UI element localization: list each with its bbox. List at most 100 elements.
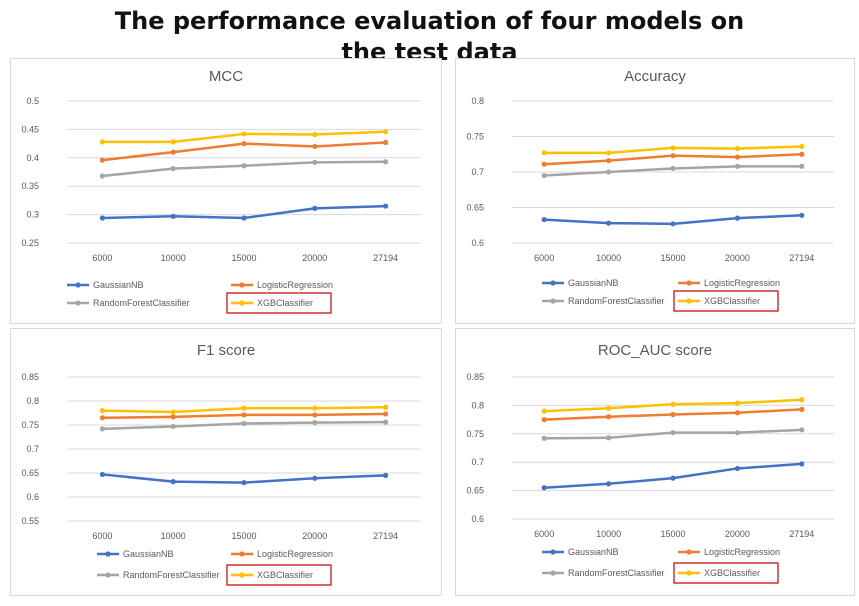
legend-marker: [239, 282, 245, 288]
legend-highlight-box: [673, 290, 779, 312]
page-title: The performance evaluation of four model…: [0, 6, 859, 68]
data-point: [241, 215, 247, 221]
chart-svg: Accuracy 0.6 0.65 0.7 0.75 0.8 6000 10000 15000 2…: [466, 68, 834, 312]
x-tick-label: 10000: [596, 253, 621, 263]
data-point: [541, 417, 547, 423]
data-point: [170, 479, 176, 485]
data-point: [670, 430, 676, 436]
legend-label: RandomForestClassifier: [93, 298, 190, 308]
x-tick-label: 6000: [92, 531, 112, 541]
data-point: [799, 427, 805, 433]
legend-label: LogisticRegression: [257, 549, 333, 559]
data-point: [241, 412, 247, 418]
data-point: [383, 129, 389, 135]
legend-label: GaussianNB: [568, 547, 619, 557]
y-tick-label: 0.6: [471, 514, 484, 524]
data-point: [799, 151, 805, 157]
x-tick-label: 20000: [725, 529, 750, 539]
x-tick-label: 10000: [161, 531, 186, 541]
legend-label: LogisticRegression: [704, 278, 780, 288]
data-point: [541, 408, 547, 414]
x-tick-label: 27194: [789, 253, 814, 263]
legend-marker: [686, 280, 692, 286]
data-point: [312, 405, 318, 411]
y-tick-label: 0.8: [26, 396, 39, 406]
data-point: [241, 163, 247, 169]
data-point: [541, 485, 547, 491]
y-tick-label: 0.7: [471, 457, 484, 467]
data-point: [99, 215, 105, 221]
chart-panel-roc-auc: ROC_AUC score 0.6 0.65 0.7 0.75 0.8 0.85 6000 10…: [455, 328, 855, 596]
chart-panel-mcc: MCC 0.25 0.3 0.35 0.4 0.45 0.5 6000 10000 15000 20…: [10, 58, 442, 324]
x-tick-label: 6000: [92, 253, 112, 263]
data-point: [670, 475, 676, 481]
data-point: [799, 163, 805, 169]
y-tick-label: 0.8: [471, 400, 484, 410]
data-point: [312, 159, 318, 165]
data-point: [541, 435, 547, 441]
chart-svg: F1 score 0.55 0.6 0.65 0.7 0.75 0.8 0.85 6000 100…: [21, 342, 421, 586]
data-point: [312, 412, 318, 418]
legend-label: XGBClassifier: [704, 568, 760, 578]
data-point: [99, 426, 105, 432]
data-point: [383, 159, 389, 165]
data-point: [606, 435, 612, 441]
data-point: [312, 420, 318, 426]
y-tick-label: 0.7: [26, 444, 39, 454]
data-point: [312, 475, 318, 481]
data-point: [241, 141, 247, 147]
data-point: [734, 465, 740, 472]
data-point: [241, 480, 247, 486]
legend-marker: [239, 572, 245, 578]
data-point: [241, 131, 247, 137]
data-point: [99, 173, 105, 179]
y-tick-label: 0.65: [21, 468, 39, 478]
data-point: [734, 145, 740, 152]
data-point: [383, 404, 389, 410]
data-point: [799, 461, 805, 467]
y-tick-label: 0.65: [466, 203, 484, 213]
data-point: [670, 145, 676, 151]
chart-title: F1 score: [197, 342, 255, 359]
y-tick-label: 0.65: [466, 486, 484, 496]
data-point: [383, 419, 389, 425]
legend-label: RandomForestClassifier: [568, 296, 665, 306]
chart-panel-f1: F1 score 0.55 0.6 0.65 0.7 0.75 0.8 0.85 6000 100…: [10, 328, 442, 596]
data-point: [170, 423, 176, 430]
data-point: [541, 172, 547, 179]
data-point: [170, 213, 176, 219]
data-point: [241, 420, 247, 427]
y-tick-label: 0.3: [26, 210, 39, 220]
data-point: [734, 400, 740, 406]
legend-marker: [550, 549, 556, 555]
page-title-line1: The performance evaluation of four model…: [114, 7, 745, 35]
legend-label: RandomForestClassifier: [123, 570, 220, 580]
legend-marker: [686, 298, 692, 304]
x-tick-label: 20000: [725, 253, 750, 263]
legend-marker: [239, 551, 245, 557]
data-point: [606, 169, 612, 175]
legend-marker: [686, 549, 692, 555]
x-tick-label: 20000: [302, 253, 327, 263]
data-point: [670, 411, 676, 418]
x-tick-label: 15000: [660, 253, 685, 263]
y-tick-label: 0.75: [466, 132, 484, 142]
y-tick-label: 0.4: [26, 153, 39, 163]
data-point: [799, 406, 805, 412]
data-point: [606, 414, 612, 420]
y-tick-label: 0.75: [466, 429, 484, 439]
legend-marker: [550, 280, 556, 286]
y-tick-label: 0.8: [471, 96, 484, 106]
data-point: [170, 409, 176, 415]
legend-label: XGBClassifier: [257, 570, 313, 580]
data-point: [241, 405, 247, 411]
data-point: [734, 163, 740, 169]
legend-label: GaussianNB: [568, 278, 619, 288]
x-tick-label: 6000: [534, 529, 554, 539]
data-point: [99, 408, 105, 414]
y-tick-label: 0.85: [21, 372, 39, 382]
legend-marker: [550, 570, 556, 576]
x-tick-label: 15000: [231, 531, 256, 541]
x-tick-label: 27194: [789, 529, 814, 539]
data-point: [312, 131, 318, 138]
